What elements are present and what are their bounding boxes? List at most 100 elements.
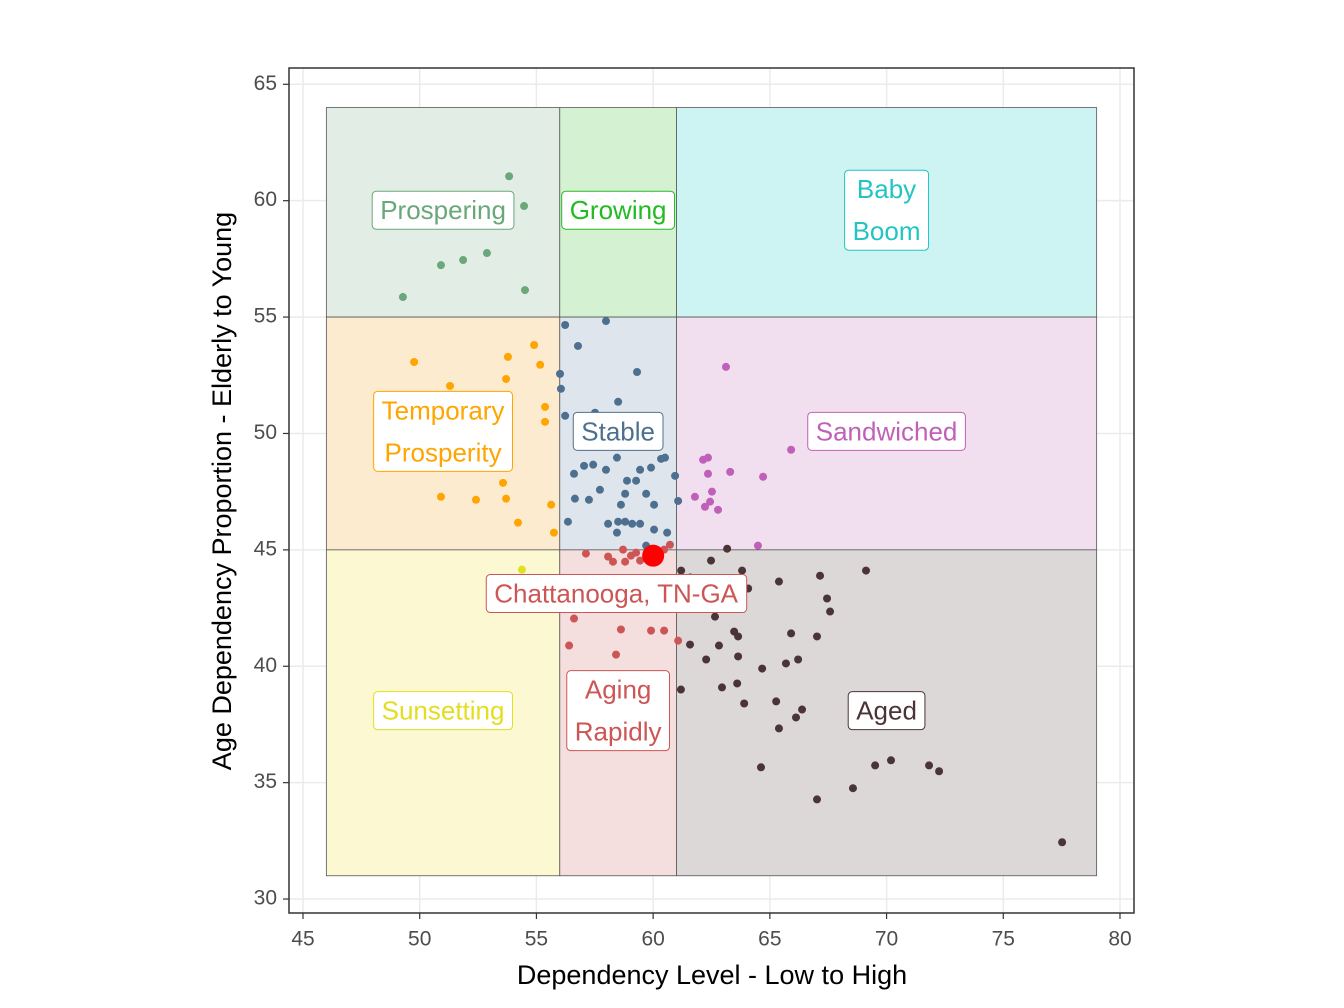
label-box [847, 691, 926, 731]
point [813, 632, 822, 641]
point [541, 417, 550, 426]
point [436, 261, 445, 270]
point [772, 697, 781, 706]
label-box [371, 190, 515, 230]
label-text: Rapidly [575, 717, 662, 747]
x-tick-label: 60 [641, 928, 664, 951]
point [616, 625, 625, 634]
point [734, 652, 743, 661]
point [614, 397, 623, 406]
point [536, 360, 545, 369]
point [520, 202, 529, 211]
point [647, 463, 656, 472]
point [549, 528, 558, 537]
point [706, 497, 715, 506]
point [753, 541, 762, 550]
point [707, 487, 716, 496]
region-label: Temporary Prosperity [373, 390, 513, 472]
point [632, 476, 641, 485]
point [826, 607, 835, 616]
point [792, 713, 800, 722]
label-text: Sunsetting [382, 696, 505, 726]
y-tick-label: 35 [254, 770, 277, 793]
region-label: Sunsetting [373, 691, 513, 731]
point [674, 636, 683, 645]
x-tick-label: 55 [525, 928, 548, 951]
point [503, 352, 512, 361]
y-tick-label: 30 [254, 887, 277, 910]
point [601, 465, 610, 474]
point [862, 566, 871, 575]
point [563, 517, 572, 526]
point [647, 626, 656, 635]
point [671, 471, 680, 480]
point [703, 469, 712, 478]
point [632, 548, 641, 557]
point [616, 500, 625, 509]
label-box [373, 390, 513, 472]
point [925, 761, 934, 770]
region-label: Baby Boom [844, 169, 930, 251]
label-text: Baby [857, 174, 916, 204]
point [636, 556, 645, 565]
point [530, 341, 539, 350]
region-label: Growing [561, 190, 676, 230]
point [759, 472, 768, 481]
label-text: Sandwiched [816, 416, 958, 446]
point [726, 467, 735, 476]
point [556, 384, 565, 393]
x-tick-label: 80 [1108, 928, 1131, 951]
point [517, 565, 526, 574]
point [665, 540, 674, 549]
point [714, 505, 723, 514]
y-tick-label: 45 [254, 537, 277, 560]
point [520, 286, 529, 295]
point [398, 293, 407, 302]
point [823, 594, 832, 603]
point [499, 478, 508, 487]
point [459, 256, 468, 265]
label-box [807, 411, 966, 451]
point [660, 626, 669, 635]
point [798, 705, 807, 714]
region-label: Stable [572, 411, 664, 451]
point [604, 552, 613, 561]
point [612, 650, 621, 659]
point [738, 566, 747, 575]
point [570, 614, 579, 623]
point [581, 549, 590, 558]
point [816, 571, 825, 580]
x-axis-title: Dependency Level - Low to High [517, 960, 907, 990]
point [621, 489, 630, 498]
point [774, 577, 783, 586]
point [561, 320, 570, 329]
point [482, 249, 491, 258]
y-tick-label: 65 [254, 72, 277, 95]
point [781, 659, 790, 668]
point [700, 502, 709, 511]
x-tick-label: 45 [291, 928, 314, 951]
point [570, 494, 579, 503]
label-box [373, 691, 513, 731]
point [410, 358, 419, 367]
point [541, 402, 550, 411]
x-tick-label: 75 [992, 928, 1015, 951]
point [595, 485, 604, 494]
x-tick-label: 65 [758, 928, 781, 951]
y-tick-label: 50 [254, 421, 277, 444]
point [505, 172, 514, 181]
region-label: Sandwiched [807, 411, 966, 451]
point [714, 641, 723, 650]
point [663, 528, 672, 537]
point [774, 724, 783, 733]
point [674, 496, 683, 505]
point [690, 492, 699, 501]
point [547, 500, 556, 509]
y-tick-label: 55 [254, 305, 277, 328]
y-tick-label: 60 [254, 188, 277, 211]
point [677, 566, 686, 575]
point [787, 629, 796, 638]
point [734, 632, 743, 641]
region-label: Aging Rapidly [566, 670, 670, 752]
point [718, 683, 727, 692]
